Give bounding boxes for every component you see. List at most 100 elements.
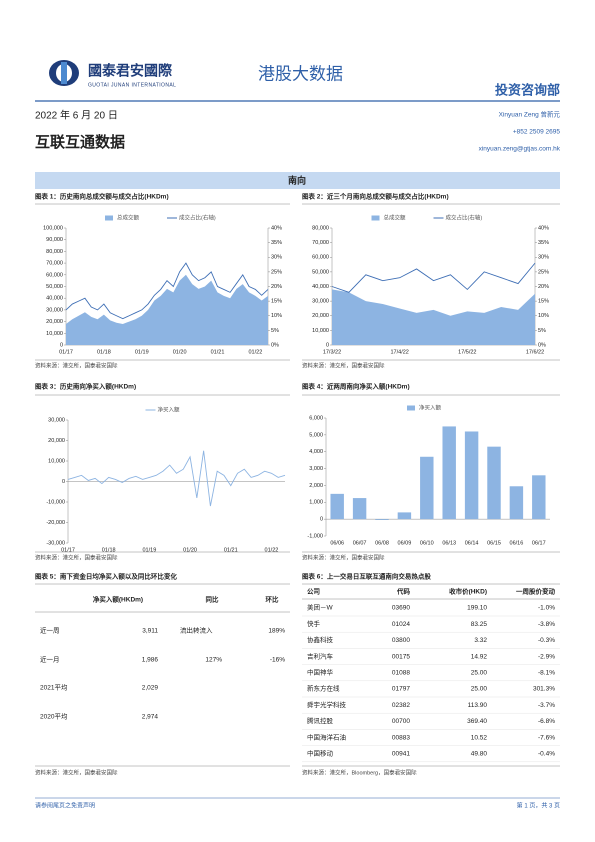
table-cell: 03690 bbox=[392, 605, 410, 612]
x-tick-label: 17/4/22 bbox=[390, 349, 408, 355]
table-cell: 02382 bbox=[392, 702, 410, 709]
table-cell: -3.8% bbox=[538, 621, 555, 628]
source: 资料来源：港交所，Bloomberg，国泰君安国际 bbox=[302, 768, 417, 776]
x-tick-label: 06/10 bbox=[420, 540, 434, 546]
table-cell: 吉利汽车 bbox=[307, 651, 334, 660]
y-tick-label: 40,000 bbox=[312, 284, 329, 290]
x-tick-label: 01/19 bbox=[142, 547, 156, 553]
page-number: 第 1 页，共 3 页 bbox=[517, 802, 560, 810]
x-tick-label: 01/22 bbox=[265, 547, 279, 553]
table-cell: 协鑫科技 bbox=[307, 635, 334, 644]
y-tick-label: 10,000 bbox=[46, 331, 63, 337]
y-tick-label: 0 bbox=[326, 342, 329, 348]
x-tick-label: 01/22 bbox=[248, 349, 262, 355]
table-cell: 301.3% bbox=[533, 686, 555, 693]
bar bbox=[330, 493, 344, 520]
series-area bbox=[332, 289, 535, 345]
table-cell: 49.80 bbox=[471, 751, 488, 758]
x-tick-label: 01/17 bbox=[61, 547, 75, 553]
table-cell: 189% bbox=[268, 628, 285, 635]
legend-label: 净买入额 bbox=[158, 405, 181, 413]
department: 投资咨询部 bbox=[495, 82, 560, 97]
x-tick-label: 01/20 bbox=[183, 547, 197, 553]
y-tick-label: 70,000 bbox=[46, 261, 63, 267]
table-cell: 新东方在线 bbox=[307, 684, 340, 693]
table-header: 一周股价变动 bbox=[516, 587, 556, 596]
table-header: 收市价(HKD) bbox=[449, 587, 487, 596]
table-cell: 近一月 bbox=[40, 655, 60, 664]
y2-tick-label: 30% bbox=[271, 255, 282, 261]
legend-swatch bbox=[407, 405, 415, 411]
chart-title: 图表 2：近三个月南向总成交额与成交占比(HKDm) bbox=[302, 192, 449, 201]
chart-title: 图表 1：历史南向总成交额与成交占比(HKDm) bbox=[35, 192, 169, 201]
y-tick-label: 2,000 bbox=[309, 483, 323, 489]
y-tick-label: 50,000 bbox=[46, 284, 63, 290]
source: 资料来源：港交所，国泰君安国际 bbox=[35, 361, 118, 369]
series-line bbox=[331, 262, 536, 293]
y2-tick-label: 10% bbox=[271, 313, 282, 319]
x-tick-label: 06/17 bbox=[532, 540, 546, 546]
bar bbox=[397, 512, 412, 520]
table-header: 环比 bbox=[266, 595, 280, 604]
y-tick-label: 20,000 bbox=[48, 438, 65, 444]
y-tick-label: -30,000 bbox=[46, 540, 65, 546]
analyst-phone: +852 2509 2695 bbox=[513, 129, 561, 136]
legend-label: 总成交额 bbox=[384, 213, 407, 221]
x-tick-label: 01/20 bbox=[173, 349, 187, 355]
analyst-email: xinyuan.zeng@gtjas.com.hk bbox=[479, 146, 561, 153]
x-tick-label: 01/21 bbox=[211, 349, 225, 355]
x-tick-label: 01/18 bbox=[97, 349, 111, 355]
y2-tick-label: 5% bbox=[538, 328, 546, 334]
y2-tick-label: 15% bbox=[271, 299, 282, 305]
logo-emblem bbox=[49, 60, 79, 86]
x-tick-label: 06/15 bbox=[487, 540, 501, 546]
y-tick-label: 20,000 bbox=[312, 313, 329, 319]
y2-tick-label: 30% bbox=[538, 255, 549, 261]
table-cell: 00175 bbox=[392, 653, 410, 660]
x-tick-label: 06/13 bbox=[442, 540, 456, 546]
y-tick-label: 5,000 bbox=[309, 432, 323, 438]
report-title: 港股大数据 bbox=[258, 64, 343, 83]
y-tick-label: 20,000 bbox=[46, 319, 63, 325]
disclaimer: 请参阅尾页之免责声明 bbox=[35, 802, 95, 810]
y-tick-label: 0 bbox=[62, 479, 65, 485]
y2-tick-label: 0% bbox=[538, 342, 546, 348]
y2-tick-label: 35% bbox=[271, 240, 282, 246]
source: 资料来源：港交所，国泰君安国际 bbox=[302, 361, 385, 369]
x-tick-label: 06/08 bbox=[375, 540, 389, 546]
bar bbox=[509, 486, 524, 520]
legend-label: 成交占比(右轴) bbox=[446, 213, 483, 221]
table-cell: -3.7% bbox=[538, 702, 555, 709]
y-tick-label: 3,000 bbox=[309, 466, 323, 472]
x-tick-label: 17/6/22 bbox=[526, 349, 544, 355]
y-tick-label: 1,000 bbox=[309, 500, 323, 506]
table-cell: -16% bbox=[270, 657, 285, 664]
y-tick-label: -1,000 bbox=[307, 533, 323, 539]
table-header: 公司 bbox=[307, 588, 320, 596]
table-cell: 25.00 bbox=[471, 686, 488, 693]
chart-title: 图表 4：近两周南向净买入额(HKDm) bbox=[302, 382, 410, 391]
logo-en: GUOTAI JUNAN INTERNATIONAL bbox=[88, 82, 176, 88]
table-cell: 01088 bbox=[392, 670, 410, 677]
y-tick-label: 4,000 bbox=[309, 449, 323, 455]
table-cell: 10.52 bbox=[471, 734, 488, 741]
table-cell: 01797 bbox=[392, 686, 410, 693]
rules bbox=[35, 203, 560, 799]
y-tick-label: 100,000 bbox=[43, 225, 63, 231]
x-tick-label: 17/5/22 bbox=[458, 349, 476, 355]
table-cell: 中国移动 bbox=[307, 749, 334, 758]
bar bbox=[487, 446, 501, 520]
table-cell: 00941 bbox=[392, 751, 410, 758]
y2-tick-label: 20% bbox=[271, 284, 282, 290]
table-cell: -6.8% bbox=[538, 718, 555, 725]
table-cell: 快手 bbox=[307, 619, 321, 628]
legend-label: 成交占比(右轴) bbox=[179, 213, 216, 221]
x-tick-label: 06/16 bbox=[510, 540, 524, 546]
table-cell: 近一周 bbox=[40, 626, 60, 635]
table-cell: 中国海洋石油 bbox=[307, 732, 346, 741]
table-cell: -1.0% bbox=[538, 605, 555, 612]
analyst-name: Xinyuan Zeng 曾新元 bbox=[499, 110, 561, 119]
table-cell: 美团－W bbox=[307, 603, 334, 612]
source: 资料来源：港交所，国泰君安国际 bbox=[35, 553, 118, 561]
